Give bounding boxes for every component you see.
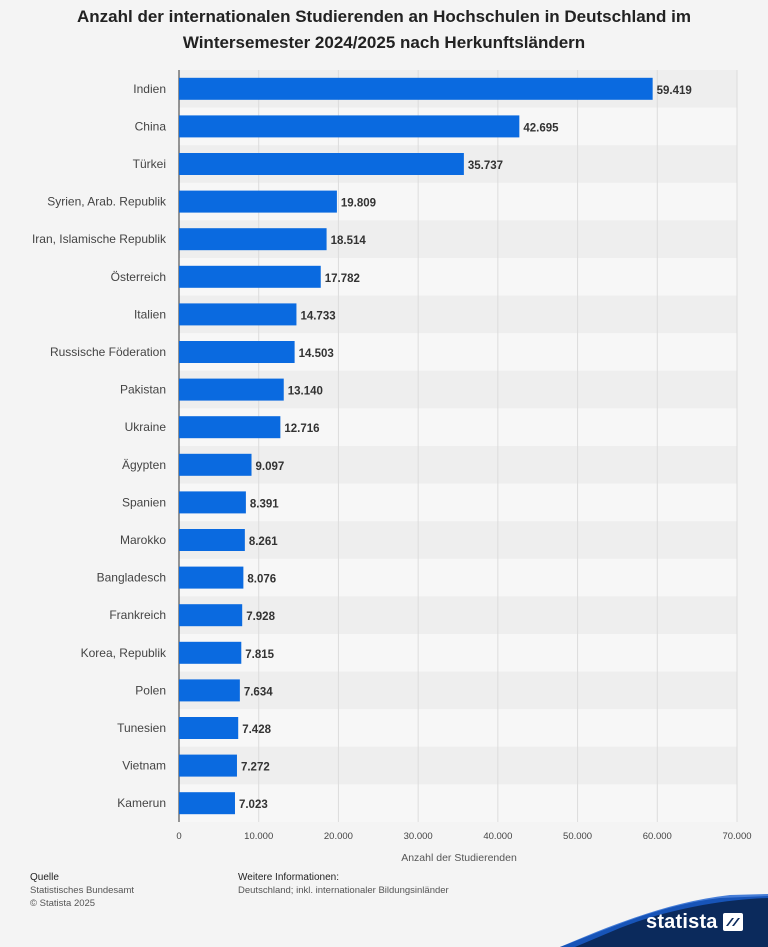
data-label: 7.272 [241,762,270,774]
data-label: 8.261 [249,536,278,548]
row-band [179,709,737,747]
bar[interactable] [179,228,327,251]
data-label: 35.737 [468,160,503,172]
data-label: 7.023 [239,799,268,811]
category-label: Pakistan [120,383,166,397]
data-label: 7.428 [242,724,271,736]
category-label: Syrien, Arab. Republik [47,195,167,209]
data-label: 7.634 [244,686,273,698]
chart-title: Anzahl der internationalen Studierenden … [20,4,748,56]
chart-title-line-2: Wintersemester 2024/2025 nach Herkunftsl… [182,33,586,52]
bar[interactable] [179,265,321,288]
row-band [179,558,737,597]
info-block: Weitere Informationen: Deutschland; inkl… [238,871,449,897]
category-label: Iran, Islamische Republik [32,232,167,246]
category-label: Frankreich [109,608,166,622]
x-tick-label: 10.000 [244,831,273,842]
chart-title-line-1: Anzahl der internationalen Studierenden … [77,7,691,26]
category-label: Indien [133,82,166,96]
category-label: Kamerun [117,796,166,810]
data-label: 19.809 [341,198,376,210]
copyright-text: © Statista 2025 [30,898,96,909]
bar[interactable] [179,303,297,326]
bar[interactable] [179,566,244,589]
category-label: Marokko [120,533,166,547]
category-label: China [135,119,167,133]
bar[interactable] [179,754,237,777]
data-label: 42.695 [523,122,559,134]
category-label: Tunesien [117,721,166,735]
row-band [179,746,737,785]
bar[interactable] [179,792,235,815]
category-label: Spanien [122,495,166,509]
x-tick-label: 50.000 [563,831,592,842]
row-band [179,596,737,634]
category-label: Korea, Republik [81,646,167,660]
x-tick-label: 60.000 [643,831,672,842]
row-band [179,483,737,522]
row-band [179,521,737,559]
data-label: 7.928 [246,611,275,623]
x-tick-label: 0 [176,831,181,842]
data-label: 8.391 [250,498,279,510]
category-label: Österreich [111,270,166,284]
data-label: 17.782 [325,273,360,285]
x-axis-title: Anzahl der Studierenden [401,852,517,864]
bar[interactable] [179,416,281,439]
category-label: Vietnam [122,759,166,773]
info-heading: Weitere Informationen: [238,872,339,883]
info-text: Deutschland; inkl. internationaler Bildu… [238,885,449,896]
category-label: Russische Föderation [50,345,166,359]
bar[interactable] [179,341,295,363]
bar[interactable] [179,77,653,100]
source-heading: Quelle [30,872,59,883]
x-tick-label: 20.000 [324,831,353,842]
row-band [179,446,737,484]
data-label: 14.733 [300,310,335,322]
category-label: Ägypten [122,458,166,472]
bar[interactable] [179,115,520,138]
statista-logo-icon[interactable] [723,913,743,931]
row-band [179,784,737,822]
data-label: 9.097 [256,461,285,473]
data-label: 8.076 [247,574,276,586]
data-label: 18.514 [331,235,367,247]
data-label: 14.503 [299,348,334,360]
bar[interactable] [179,453,252,476]
bar[interactable] [179,190,337,213]
x-tick-label: 70.000 [722,831,751,842]
category-label: Türkei [133,157,166,171]
data-label: 7.815 [245,649,274,661]
bar[interactable] [179,491,246,514]
category-label: Bangladesch [97,571,166,585]
bar[interactable] [179,679,240,702]
x-tick-label: 30.000 [404,831,433,842]
x-tick-label: 40.000 [483,831,512,842]
data-label: 59.419 [657,85,692,97]
source-block: Quelle Statistisches Bundesamt © Statist… [30,871,134,910]
category-label: Italien [134,307,166,321]
bar[interactable] [179,604,243,627]
category-label: Polen [135,683,166,697]
bar-chart: Indien 59.419 China 42.695 Türkei 35.737 Syrie… [32,70,752,864]
source-text: Statistisches Bundesamt [30,885,135,896]
data-label: 13.140 [288,386,323,398]
statista-wordmark[interactable]: statista [646,911,718,933]
bar[interactable] [179,378,284,401]
bar[interactable] [179,717,239,739]
row-band [179,634,737,672]
bar[interactable] [179,153,464,175]
category-label: Ukraine [125,420,167,434]
bar[interactable] [179,641,242,664]
row-band [179,671,737,710]
data-label: 12.716 [284,423,319,435]
bar[interactable] [179,529,245,551]
